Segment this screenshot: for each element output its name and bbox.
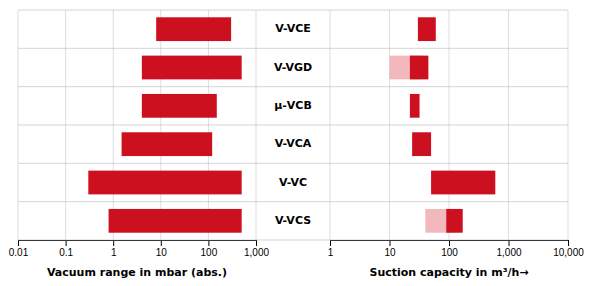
- tick: 10: [156, 240, 168, 258]
- panel: 1 10 100 1,000 10,000 Suction capacity in m³/…: [328, 10, 585, 279]
- x-axis: 0.01 0.1 1 10 100 1,000: [9, 240, 270, 258]
- tick-mark: [18, 240, 19, 246]
- tick-label: 100: [441, 247, 458, 258]
- tick-mark: [509, 240, 510, 246]
- row-dividers: [18, 10, 568, 240]
- bar: [88, 171, 241, 195]
- row-divider: [18, 48, 568, 49]
- tick-mark: [568, 240, 569, 246]
- tick-label: 1: [328, 247, 334, 258]
- bar: [156, 17, 231, 41]
- bar: [446, 209, 462, 233]
- tick-mark: [113, 240, 114, 246]
- axis-title: Vacuum range in mbar (abs.): [47, 266, 227, 279]
- axis-line: [19, 241, 257, 247]
- tick-mark: [161, 240, 162, 246]
- tick: 0.01: [9, 240, 29, 258]
- row-divider: [18, 86, 568, 87]
- axis-line: [331, 241, 569, 247]
- row-divider: [18, 201, 568, 202]
- chart: 0.01 0.1 1 10 100 1,000 Vacuum range in mbar (…: [0, 0, 590, 286]
- tick-label: 1: [111, 247, 117, 258]
- category-labels: V-VCE V-VGD μ-VCB V-VCA V-VC V-VCS: [274, 22, 312, 227]
- bar: [142, 56, 242, 80]
- tick: 1,000: [496, 240, 521, 258]
- row-divider: [18, 125, 568, 126]
- bar: [412, 132, 431, 156]
- bar: [109, 209, 242, 233]
- tick-label: 1,000: [244, 247, 269, 258]
- tick-label: 100: [201, 247, 218, 258]
- tick-mark: [66, 240, 67, 246]
- tick: 10: [384, 240, 396, 258]
- bar: [410, 56, 428, 80]
- tick-mark: [390, 240, 391, 246]
- category-label: V-VC: [279, 176, 307, 189]
- axis-title: Suction capacity in m³/h→: [369, 266, 528, 279]
- tick: 1: [328, 240, 334, 258]
- panel: 0.01 0.1 1 10 100 1,000 Vacuum range in mbar (…: [9, 10, 270, 279]
- tick-label: 1,000: [496, 247, 521, 258]
- category-label: V-VCA: [275, 137, 312, 150]
- tick-mark: [330, 240, 331, 246]
- tick-label: 0.1: [59, 247, 73, 258]
- category-label: μ-VCB: [274, 99, 312, 112]
- bar: [142, 94, 217, 118]
- tick-label: 10: [384, 247, 396, 258]
- row-divider: [18, 240, 568, 241]
- bar: [418, 17, 436, 41]
- tick: 1,000: [244, 240, 269, 258]
- tick: 0.1: [59, 240, 73, 258]
- tick-mark: [208, 240, 209, 246]
- tick: 100: [201, 240, 218, 258]
- tick: 1: [111, 240, 117, 258]
- tick-mark: [256, 240, 257, 246]
- bar: [410, 94, 420, 118]
- tick-label: 0.01: [9, 247, 29, 258]
- category-label: V-VCE: [275, 22, 311, 35]
- bar: [122, 132, 213, 156]
- x-axis: 1 10 100 1,000 10,000: [328, 240, 585, 258]
- tick-mark: [449, 240, 450, 246]
- row-divider: [18, 10, 568, 11]
- bar: [431, 171, 495, 195]
- tick: 100: [441, 240, 458, 258]
- category-label: V-VGD: [274, 61, 312, 74]
- row-divider: [18, 163, 568, 164]
- tick: 10,000: [553, 240, 584, 258]
- tick-label: 10: [156, 247, 168, 258]
- category-label: V-VCS: [275, 214, 311, 227]
- tick-label: 10,000: [553, 247, 584, 258]
